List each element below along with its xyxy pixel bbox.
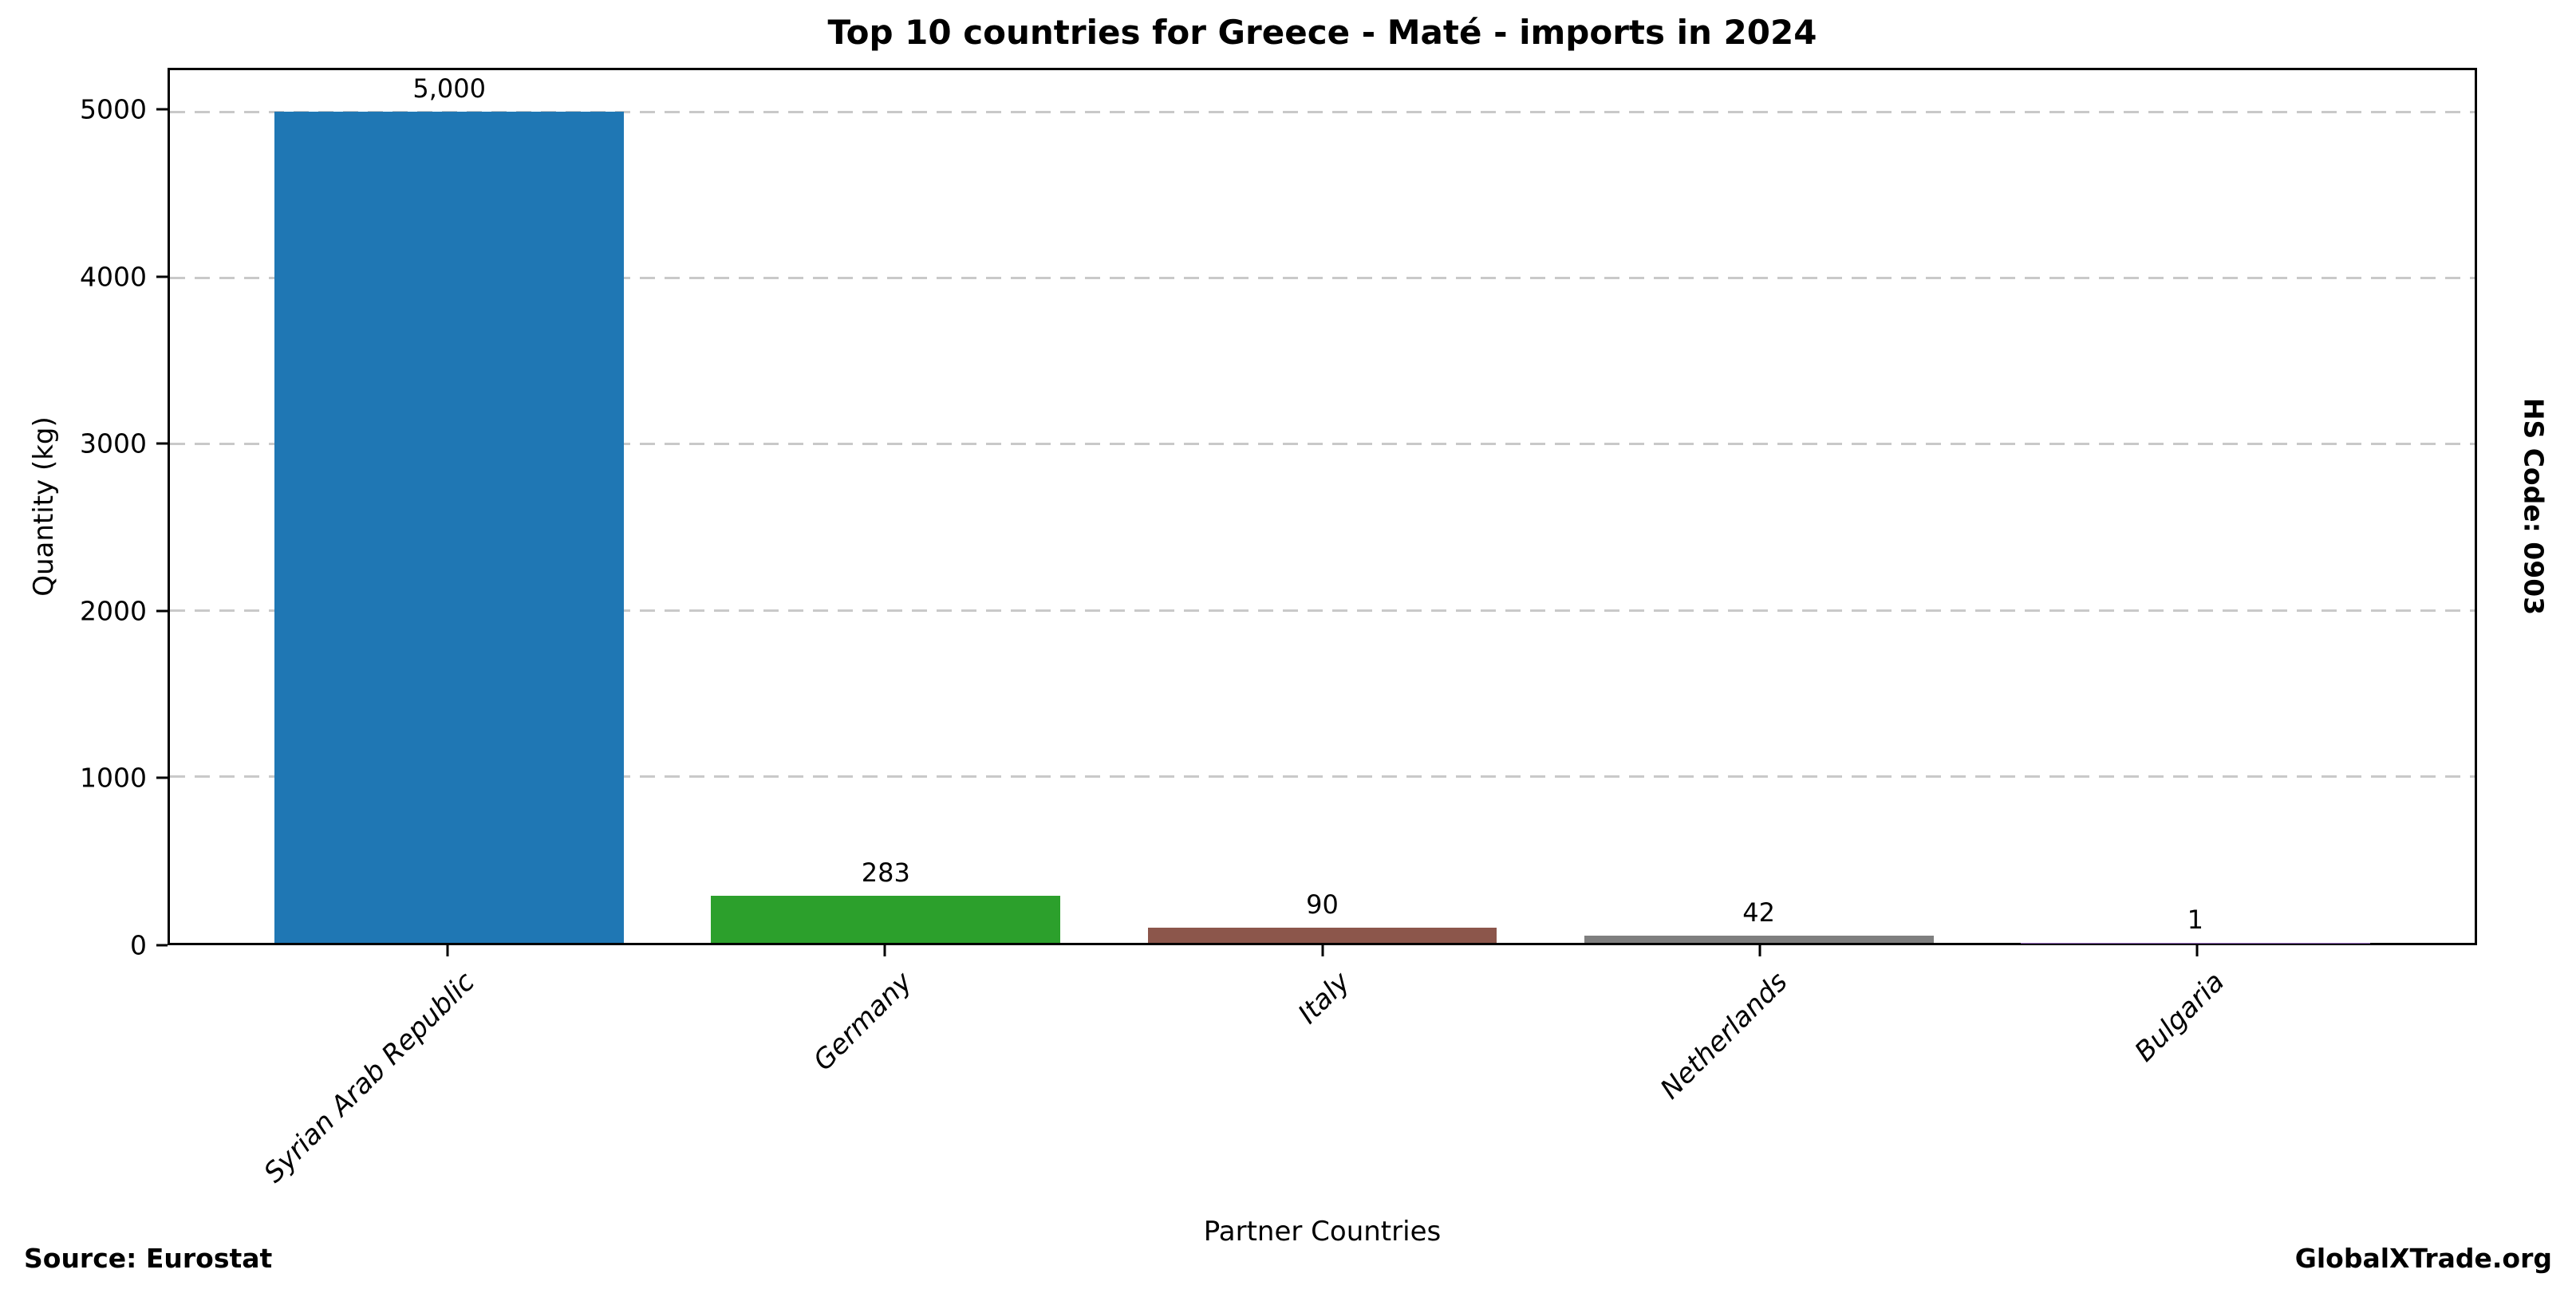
x-tick-label: Italy bbox=[1292, 966, 1356, 1031]
y-tick-mark bbox=[156, 442, 168, 445]
bar bbox=[1584, 936, 1934, 943]
gridline bbox=[170, 110, 2475, 113]
y-tick-label: 4000 bbox=[80, 261, 147, 293]
gridline bbox=[170, 775, 2475, 779]
grid-layer bbox=[170, 70, 2475, 943]
bar-value-label: 5,000 bbox=[412, 73, 486, 104]
x-tick-mark bbox=[2195, 945, 2199, 956]
brand-label: GlobalXTrade.org bbox=[2294, 1243, 2552, 1274]
y-tick-marks bbox=[156, 68, 168, 947]
gridline bbox=[170, 276, 2475, 279]
chart-title: Top 10 countries for Greece - Maté - imp… bbox=[827, 13, 1817, 52]
bars-layer bbox=[170, 70, 2475, 943]
bar-value-label: 283 bbox=[861, 857, 910, 889]
y-tick-labels: 0 1000 2000 3000 4000 5000 bbox=[0, 68, 147, 961]
x-tick-label: Germany bbox=[807, 966, 919, 1078]
x-tick-mark bbox=[1758, 945, 1761, 956]
y-tick-mark bbox=[156, 275, 168, 278]
bar-value-label: 1 bbox=[2187, 904, 2203, 935]
x-tick-label: Syrian Arab Republic bbox=[258, 966, 482, 1189]
bar-value-label: 90 bbox=[1306, 889, 1339, 921]
plot-area: 5,000 283 90 42 1 bbox=[168, 68, 2477, 945]
source-label: Source: Eurostat bbox=[24, 1243, 273, 1274]
hs-code-label: HS Code: 0903 bbox=[2518, 397, 2550, 616]
y-tick-mark bbox=[156, 609, 168, 613]
x-tick-mark bbox=[883, 945, 886, 956]
y-axis-label: Quantity (kg) bbox=[28, 416, 60, 597]
x-tick-mark bbox=[446, 945, 449, 956]
gridline bbox=[170, 609, 2475, 612]
x-tick-label: Netherlands bbox=[1654, 966, 1794, 1106]
bar bbox=[1147, 928, 1497, 943]
y-tick-label: 1000 bbox=[80, 762, 147, 794]
x-tick-mark bbox=[1321, 945, 1324, 956]
x-tick-label: Bulgaria bbox=[2128, 966, 2231, 1068]
y-tick-mark bbox=[156, 108, 168, 111]
y-tick-label: 2000 bbox=[80, 595, 147, 627]
y-tick-mark bbox=[156, 776, 168, 779]
bar-value-labels-layer: 5,000 283 90 42 1 bbox=[170, 70, 2475, 943]
bar bbox=[711, 896, 1061, 943]
y-tick-label: 5000 bbox=[80, 93, 147, 125]
x-tick-marks bbox=[168, 945, 2477, 956]
y-tick-mark bbox=[156, 944, 168, 947]
bar-value-label: 42 bbox=[1742, 897, 1776, 928]
y-tick-label: 3000 bbox=[80, 428, 147, 459]
bar bbox=[274, 112, 625, 943]
gridline bbox=[170, 443, 2475, 446]
y-tick-label: 0 bbox=[130, 929, 147, 961]
x-axis-label: Partner Countries bbox=[1203, 1216, 1442, 1248]
